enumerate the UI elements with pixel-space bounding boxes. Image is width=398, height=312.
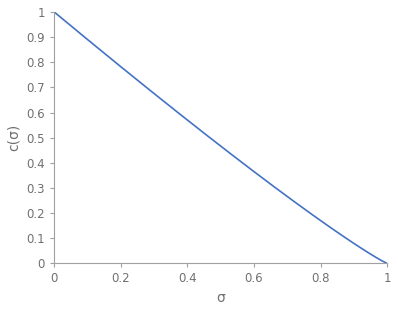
Y-axis label: c(σ): c(σ)	[7, 124, 21, 151]
X-axis label: σ: σ	[217, 291, 225, 305]
